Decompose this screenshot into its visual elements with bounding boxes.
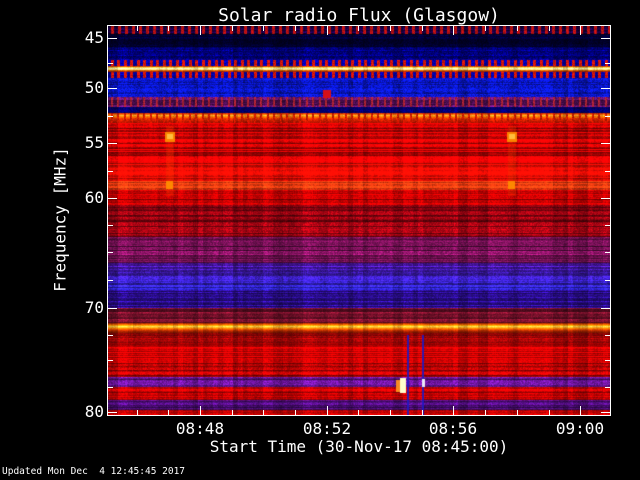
x-minor-tick [137, 410, 138, 415]
spectrogram-canvas [108, 26, 610, 415]
y-minor-tick [108, 63, 113, 64]
x-minor-tick [549, 410, 550, 415]
y-major-tick [601, 198, 610, 199]
x-tick-label: 08:48 [175, 419, 225, 438]
x-minor-tick [263, 26, 264, 31]
y-minor-tick [108, 280, 113, 281]
y-minor-tick [108, 225, 113, 226]
y-minor-tick [605, 252, 610, 253]
x-minor-tick [137, 26, 138, 31]
y-minor-tick [605, 387, 610, 388]
y-tick-label: 70 [84, 298, 104, 317]
y-major-tick [601, 38, 610, 39]
y-tick-label: 50 [84, 78, 104, 97]
y-major-tick [601, 143, 610, 144]
x-minor-tick [485, 26, 486, 31]
x-major-tick [580, 406, 581, 415]
page-title: Solar radio Flux (Glasgow) [218, 5, 500, 26]
y-tick-label: 80 [84, 402, 104, 421]
x-minor-tick [232, 26, 233, 31]
y-major-tick [108, 308, 117, 309]
x-tick-label: 08:56 [428, 419, 478, 438]
x-minor-tick [168, 26, 169, 31]
x-tick-label: 08:52 [302, 419, 352, 438]
x-minor-tick [232, 410, 233, 415]
x-axis-title: Start Time (30-Nov-17 08:45:00) [209, 437, 509, 456]
updated-timestamp: Updated Mon Dec 4 12:45:45 2017 [2, 466, 186, 477]
x-minor-tick [549, 26, 550, 31]
y-major-tick [601, 88, 610, 89]
y-minor-tick [108, 335, 113, 336]
x-major-tick [453, 26, 454, 35]
y-major-tick [108, 88, 117, 89]
y-minor-tick [108, 360, 113, 361]
x-minor-tick [422, 26, 423, 31]
y-minor-tick [605, 360, 610, 361]
x-minor-tick [517, 26, 518, 31]
y-minor-tick [605, 171, 610, 172]
x-minor-tick [358, 26, 359, 31]
x-major-tick [580, 26, 581, 35]
x-minor-tick [263, 410, 264, 415]
x-major-tick [200, 406, 201, 415]
x-minor-tick [295, 410, 296, 415]
y-minor-tick [605, 116, 610, 117]
y-minor-tick [108, 252, 113, 253]
x-minor-tick [295, 26, 296, 31]
y-minor-tick [605, 63, 610, 64]
y-minor-tick [605, 280, 610, 281]
y-major-tick [601, 308, 610, 309]
x-minor-tick [517, 410, 518, 415]
y-tick-label: 55 [84, 133, 104, 152]
x-major-tick [200, 26, 201, 35]
x-minor-tick [358, 410, 359, 415]
y-minor-tick [108, 171, 113, 172]
y-major-tick [601, 412, 610, 413]
y-minor-tick [108, 387, 113, 388]
y-minor-tick [605, 225, 610, 226]
x-minor-tick [390, 26, 391, 31]
x-tick-label: 09:00 [555, 419, 605, 438]
x-major-tick [453, 406, 454, 415]
x-minor-tick [485, 410, 486, 415]
y-major-tick [108, 412, 117, 413]
x-minor-tick [390, 410, 391, 415]
y-major-tick [108, 38, 117, 39]
y-major-tick [108, 198, 117, 199]
x-major-tick [327, 406, 328, 415]
x-major-tick [327, 26, 328, 35]
y-tick-label: 45 [84, 28, 104, 47]
plot-area [107, 25, 611, 416]
y-minor-tick [605, 335, 610, 336]
y-minor-tick [108, 116, 113, 117]
y-major-tick [108, 143, 117, 144]
y-tick-label: 60 [84, 188, 104, 207]
x-minor-tick [422, 410, 423, 415]
x-minor-tick [168, 410, 169, 415]
